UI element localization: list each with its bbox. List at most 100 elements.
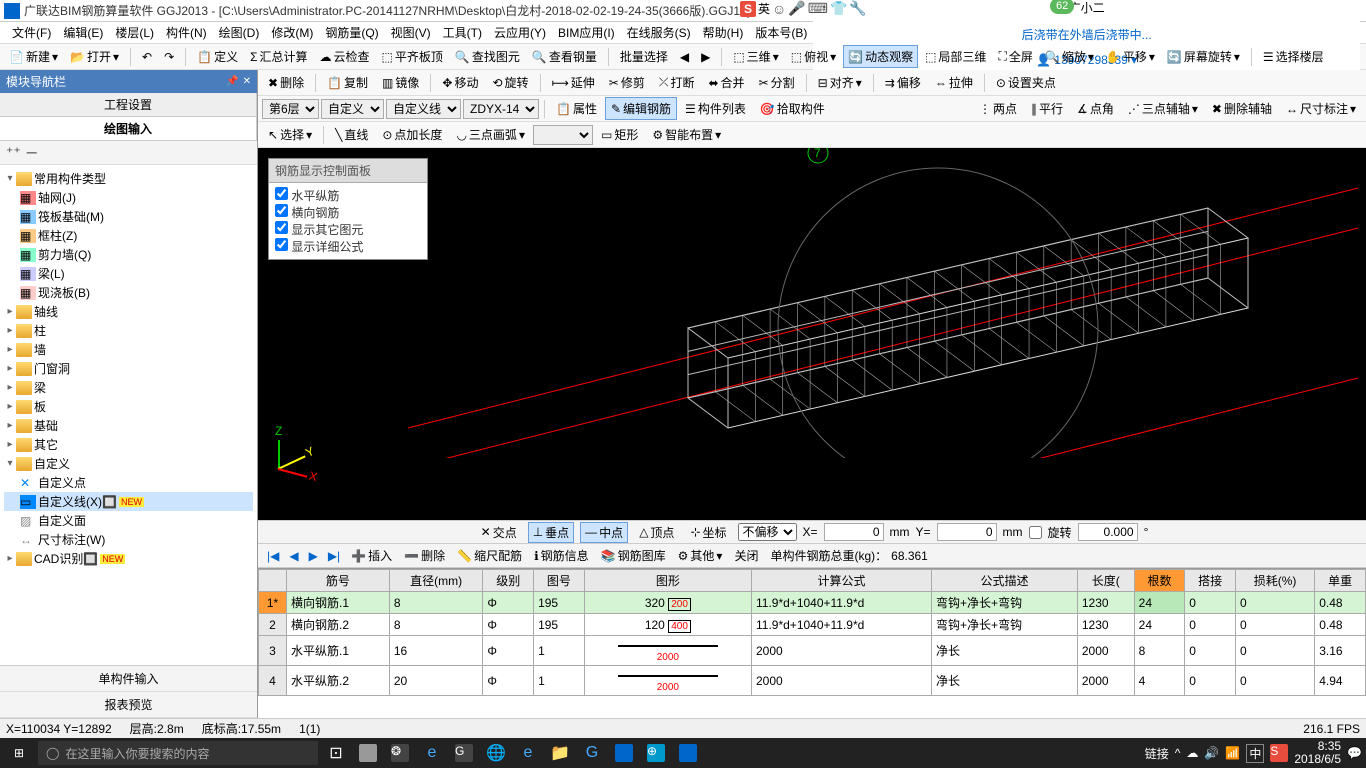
nav-first[interactable]: |◀	[264, 549, 282, 563]
ptlen-button[interactable]: ⊙ 点加长度	[376, 123, 448, 146]
nav-last[interactable]: ▶|	[325, 549, 343, 563]
menu-cloud[interactable]: 云应用(Y)	[488, 22, 552, 43]
subcat-select[interactable]: 自定义线	[386, 99, 461, 119]
tab-project-settings[interactable]: 工程设置	[0, 93, 257, 116]
grid-header[interactable]	[259, 570, 287, 592]
grid-header[interactable]: 级别	[483, 570, 534, 592]
task-view-icon[interactable]: ⊡	[322, 741, 350, 765]
grid-cell[interactable]: 8	[1134, 636, 1185, 666]
floor-select[interactable]: 第6层	[262, 99, 319, 119]
prev-button[interactable]: ◀	[675, 47, 694, 67]
grid-cell[interactable]: 24	[1134, 614, 1185, 636]
expand-all-icon[interactable]: ⁺⁺	[6, 144, 21, 161]
grid-cell[interactable]: 8	[389, 614, 483, 636]
grid-cell[interactable]: 3	[259, 636, 287, 666]
grid-header[interactable]: 计算公式	[752, 570, 932, 592]
snap-perp[interactable]: ⊥ 垂点	[528, 522, 574, 543]
find-steel-button[interactable]: 🔍 查看钢量	[527, 45, 602, 68]
grid-cell[interactable]: 横向钢筋.1	[287, 592, 390, 614]
status-message[interactable]: 后浇带在外墙后浇带中...	[1022, 26, 1152, 43]
undo-button[interactable]: ↶	[137, 47, 157, 67]
grid-cell[interactable]: 0	[1235, 636, 1314, 666]
next-button[interactable]: ▶	[696, 47, 715, 67]
snap-top[interactable]: △ 顶点	[634, 522, 679, 543]
grid-cell[interactable]: 0	[1185, 636, 1236, 666]
nav-next[interactable]: ▶	[306, 549, 321, 563]
define-button[interactable]: 📋 定义	[192, 45, 243, 68]
menu-bim[interactable]: BIM应用(I)	[552, 22, 621, 43]
tray-clock[interactable]: 8:352018/6/5	[1294, 740, 1341, 766]
menu-edit[interactable]: 编辑(E)	[57, 22, 109, 43]
grid-cell[interactable]: 0	[1235, 614, 1314, 636]
smart-button[interactable]: ⚙ 智能布置 ▾	[646, 123, 727, 146]
fullscreen-button[interactable]: ⛶ 全屏	[993, 45, 1037, 68]
grid-cell[interactable]: 4	[259, 666, 287, 696]
task-app-2[interactable]: ❂	[386, 741, 414, 765]
extend-button[interactable]: ⟼ 延伸	[546, 71, 601, 94]
rect-button[interactable]: ▭ 矩形	[595, 123, 644, 146]
grid-cell[interactable]: 195	[534, 592, 585, 614]
mirror-button[interactable]: ▥ 镜像	[376, 71, 425, 94]
dynamic-view-button[interactable]: 🔄 动态观察	[843, 45, 918, 68]
menu-view[interactable]: 视图(V)	[385, 22, 437, 43]
snap-cross[interactable]: ✕ 交点	[476, 522, 522, 543]
grid-cell[interactable]: Φ	[483, 636, 534, 666]
grid-header[interactable]: 图形	[584, 570, 751, 592]
grid-header[interactable]: 筋号	[287, 570, 390, 592]
panel-close-icon[interactable]: ✕	[243, 76, 251, 87]
grid-cell[interactable]: 2000	[584, 636, 751, 666]
grid-cell[interactable]: 弯钩+净长+弯钩	[932, 592, 1078, 614]
menu-component[interactable]: 构件(N)	[160, 22, 213, 43]
zoom-button[interactable]: 🔍 缩放 ▾	[1040, 45, 1099, 68]
task-app-1[interactable]	[354, 741, 382, 765]
grid-cell[interactable]: 8	[389, 592, 483, 614]
rotate-button[interactable]: ⟲ 旋转	[486, 71, 534, 94]
task-ie[interactable]: e	[514, 741, 542, 765]
grid-cell[interactable]: 2000	[1077, 636, 1134, 666]
grid-close[interactable]: 关闭	[730, 546, 762, 565]
task-app-6[interactable]: ⊕	[642, 741, 670, 765]
arc3-button[interactable]: ◡ 三点画弧 ▾	[450, 123, 531, 146]
trim-button[interactable]: ✂ 修剪	[603, 71, 651, 94]
menu-rebar[interactable]: 钢筋量(Q)	[319, 22, 384, 43]
cloud-check-button[interactable]: ☁ 云检查	[315, 45, 375, 68]
flat-button[interactable]: ⬚ 平齐板顶	[377, 45, 448, 68]
chk-formula[interactable]	[275, 238, 288, 251]
grip-button[interactable]: ⊙ 设置夹点	[990, 71, 1062, 94]
split-button[interactable]: ✂ 分割	[753, 71, 801, 94]
stretch-button[interactable]: ⇔ 拉伸	[929, 71, 979, 94]
pin-icon[interactable]: 📌	[226, 76, 238, 87]
offset-button[interactable]: ⇉ 偏移	[879, 71, 927, 94]
grid-cell[interactable]: Φ	[483, 666, 534, 696]
grid-cell[interactable]: 320 200	[584, 592, 751, 614]
select-button[interactable]: ↖ 选择 ▾	[262, 123, 318, 146]
offset-select[interactable]: 不偏移	[738, 523, 797, 541]
tray-net-icon[interactable]: 📶	[1225, 746, 1240, 760]
twopt-button[interactable]: ⋮ 两点	[973, 97, 1023, 120]
grid-lib[interactable]: 📚 钢筋图库	[597, 546, 670, 565]
find-elem-button[interactable]: 🔍 查找图元	[450, 45, 525, 68]
menu-modify[interactable]: 修改(M)	[265, 22, 319, 43]
grid-cell[interactable]: 2000	[584, 666, 751, 696]
menu-floor[interactable]: 楼层(L)	[109, 22, 160, 43]
chk-horiz[interactable]	[275, 187, 288, 200]
grid-cell[interactable]: 20	[389, 666, 483, 696]
redo-button[interactable]: ↷	[159, 47, 179, 67]
grid-header[interactable]: 根数	[1134, 570, 1185, 592]
grid-header[interactable]: 长度(	[1077, 570, 1134, 592]
grid-header[interactable]: 公式描述	[932, 570, 1078, 592]
tab-draw-input[interactable]: 绘图输入	[0, 117, 257, 140]
del-button[interactable]: ✖ 删除	[262, 71, 310, 94]
task-app-3[interactable]: G	[450, 741, 478, 765]
grid-cell[interactable]: Φ	[483, 614, 534, 636]
grid-other[interactable]: ⚙ 其他 ▾	[674, 546, 727, 565]
grid-cell[interactable]: 4	[1134, 666, 1185, 696]
menu-draw[interactable]: 绘图(D)	[213, 22, 266, 43]
menu-help[interactable]: 帮助(H)	[697, 22, 750, 43]
grid-cell[interactable]: 2000	[752, 636, 932, 666]
search-box[interactable]: ◯ 在这里输入你要搜索的内容	[38, 741, 318, 765]
grid-cell[interactable]: 2000	[752, 666, 932, 696]
code-select[interactable]: ZDYX-14	[463, 99, 539, 119]
grid-cell[interactable]: Φ	[483, 592, 534, 614]
nav-prev[interactable]: ◀	[286, 549, 301, 563]
